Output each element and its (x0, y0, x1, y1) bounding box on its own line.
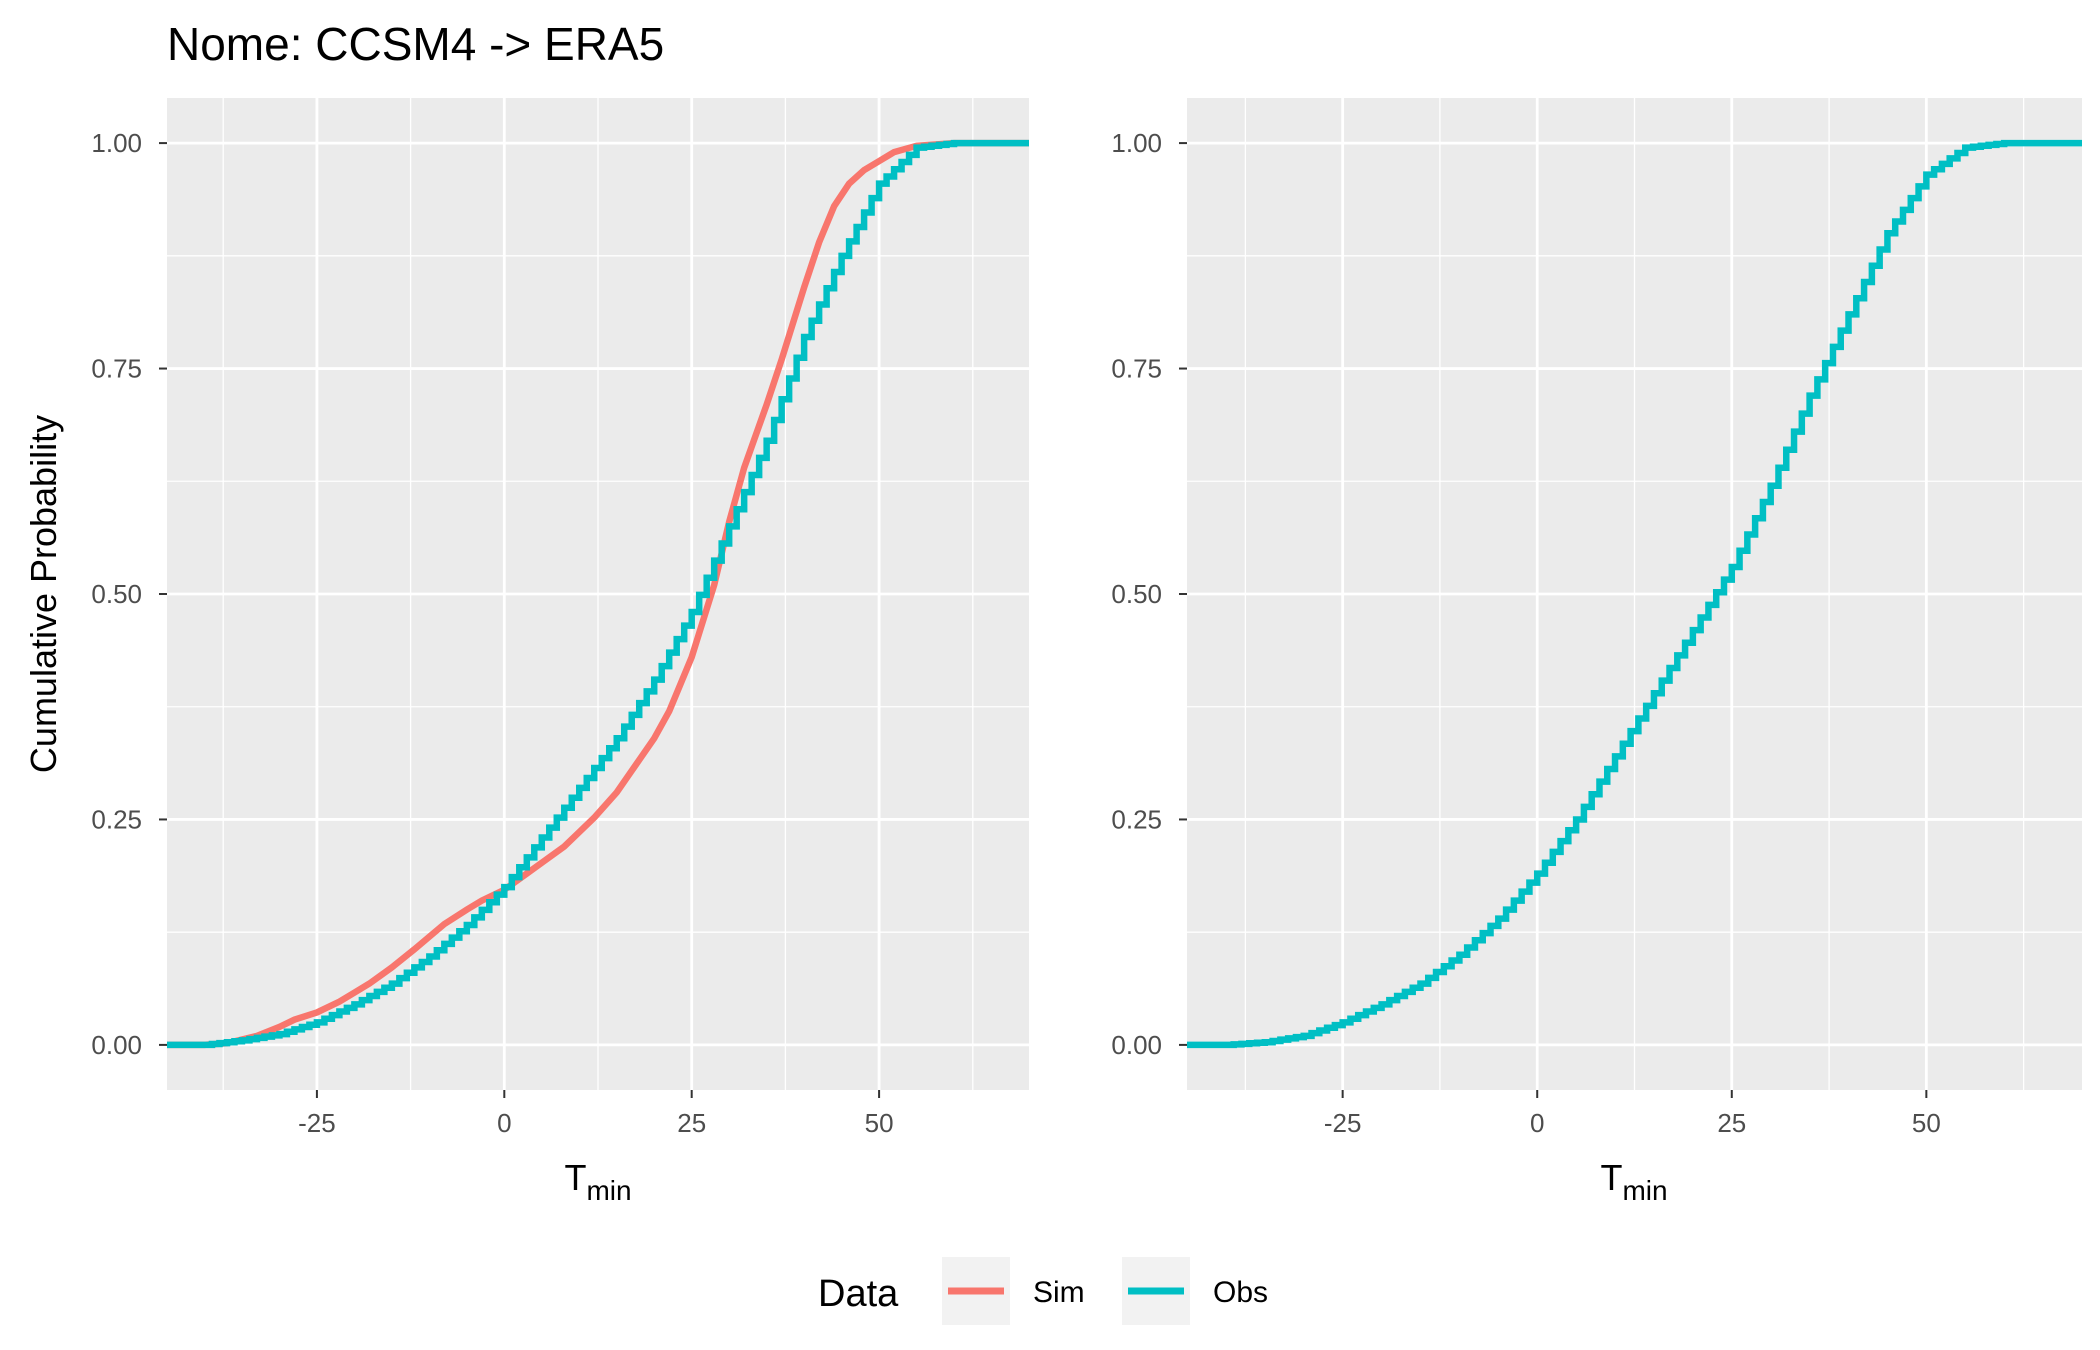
y-tick-label: 0.50 (91, 579, 142, 609)
x-tick-label: 0 (1530, 1108, 1544, 1138)
panel-left-series (167, 139, 1029, 1049)
x-tick-label: 50 (1912, 1108, 1941, 1138)
series-line-obs (167, 139, 1029, 1049)
panel-left-x-axis: -25 0 25 50 (298, 1090, 894, 1138)
y-tick-label: 0.00 (1111, 1030, 1162, 1060)
x-tick-label: 25 (1717, 1108, 1746, 1138)
panel-left-x-axis-title: Tmin (564, 1157, 631, 1206)
panel-right: 0.00 0.25 0.50 0.75 1.00 -25 0 25 50 Tmin (1111, 98, 2082, 1206)
legend-title: Data (818, 1273, 899, 1315)
panel-right-x-axis: -25 0 25 50 (1324, 1090, 1941, 1138)
y-axis-title: Cumulative Probability (23, 415, 64, 773)
y-tick-label: 0.00 (91, 1030, 142, 1060)
legend-label-sim: Sim (1033, 1276, 1085, 1309)
panel-left-x-axis-title-sub: min (586, 1175, 631, 1206)
panel-left: 0.00 0.25 0.50 0.75 1.00 -25 0 25 50 Tmin (91, 98, 1029, 1206)
panel-right-series (1187, 139, 2082, 1049)
panel-left-x-axis-title-main: T (564, 1157, 586, 1198)
panel-right-x-axis-title: Tmin (1600, 1157, 1667, 1206)
series-line-sim (167, 139, 1029, 1049)
y-tick-label: 1.00 (91, 128, 142, 158)
panel-right-gridlines (1187, 98, 2082, 1090)
x-tick-label: 0 (497, 1108, 511, 1138)
y-tick-label: 0.75 (91, 354, 142, 384)
x-tick-label: 25 (677, 1108, 706, 1138)
legend: Data Sim Obs (818, 1257, 1268, 1325)
panel-right-y-axis: 0.00 0.25 0.50 0.75 1.00 (1111, 128, 1187, 1060)
chart-title: Nome: CCSM4 -> ERA5 (167, 18, 664, 70)
panel-right-x-axis-title-main: T (1600, 1157, 1622, 1198)
x-tick-label: 50 (865, 1108, 894, 1138)
panel-left-gridlines (167, 98, 1029, 1090)
panel-left-y-axis: 0.00 0.25 0.50 0.75 1.00 (91, 128, 167, 1060)
y-tick-label: 0.50 (1111, 579, 1162, 609)
series-line-obs (1187, 139, 2082, 1049)
y-tick-label: 0.75 (1111, 354, 1162, 384)
y-tick-label: 0.25 (91, 804, 142, 834)
panel-right-x-axis-title-sub: min (1622, 1175, 1667, 1206)
legend-label-obs: Obs (1213, 1276, 1268, 1309)
x-tick-label: -25 (298, 1108, 336, 1138)
y-tick-label: 1.00 (1111, 128, 1162, 158)
x-tick-label: -25 (1324, 1108, 1362, 1138)
y-tick-label: 0.25 (1111, 804, 1162, 834)
